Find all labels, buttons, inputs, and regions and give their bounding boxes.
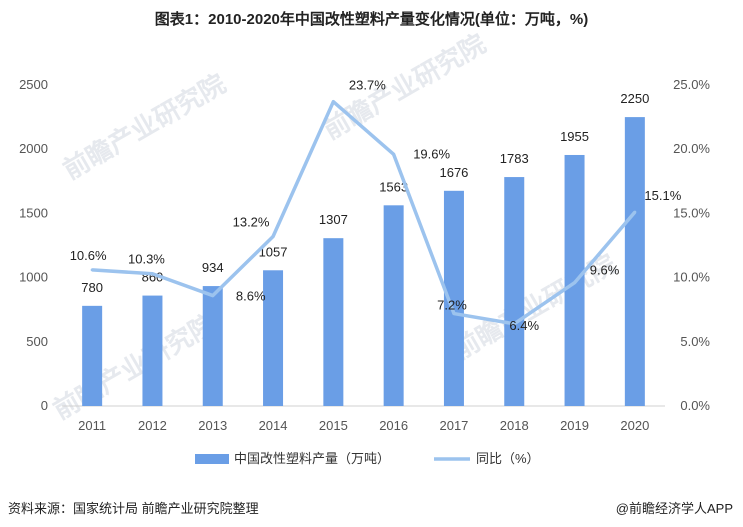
line-value-label: 15.1%: [644, 188, 681, 203]
line-value-label: 23.7%: [349, 78, 386, 93]
line-value-label: 13.2%: [233, 215, 270, 230]
x-tick-label: 2014: [259, 418, 288, 433]
left-tick-label: 0: [41, 398, 48, 413]
x-axis: 2011 2012 2013 2014 2015 2016 2017 2018 2019 2020: [62, 405, 665, 433]
x-tick-label: 2018: [500, 418, 529, 433]
line-series: [90, 99, 637, 326]
chart-title: 图表1：2010-2020年中国改性塑料产量变化情况(单位：万吨，%): [154, 11, 589, 28]
bar-value-label: 1057: [259, 244, 288, 259]
bar-value-label: 1563: [379, 179, 408, 194]
line-point: [271, 235, 275, 239]
line-point: [211, 294, 215, 298]
bar: [383, 205, 404, 406]
bar-series: [82, 117, 645, 406]
line-path: [92, 99, 637, 326]
line-value-label: 19.6%: [413, 146, 450, 161]
right-y-axis: 0.0% 5.0% 10.0% 15.0% 20.0% 25.0%: [673, 77, 710, 413]
line-point: [392, 152, 396, 156]
line-value-label: 8.6%: [236, 289, 266, 304]
legend-bar-swatch: [195, 454, 229, 464]
right-tick-label: 20.0%: [673, 141, 710, 156]
bar-value-label: 934: [202, 260, 224, 275]
bar-value-label: 2250: [620, 91, 649, 106]
line-labels: 10.6% 10.3% 8.6% 13.2% 23.7% 19.6% 7.2% 6.4% 9.6…: [70, 78, 682, 333]
right-tick-label: 25.0%: [673, 77, 710, 92]
left-tick-label: 500: [26, 334, 48, 349]
x-tick-label: 2017: [439, 418, 468, 433]
watermark-text: 前瞻产业研究院: [318, 28, 491, 145]
left-tick-label: 2000: [19, 141, 48, 156]
x-tick-label: 2011: [78, 418, 106, 433]
x-tick-label: 2016: [379, 418, 408, 433]
bar: [624, 117, 645, 406]
source-note: 资料来源：国家统计局 前瞻产业研究院整理: [8, 501, 259, 516]
bar: [82, 305, 103, 406]
line-point: [573, 281, 577, 285]
x-tick-label: 2015: [319, 418, 348, 433]
watermark-text: 前瞻产业研究院: [48, 308, 221, 425]
bar-value-label: 1307: [319, 212, 348, 227]
right-tick-label: 0.0%: [680, 398, 710, 413]
left-tick-label: 1500: [19, 205, 48, 220]
legend-line-label: 同比（%）: [476, 451, 540, 466]
right-tick-label: 10.0%: [673, 270, 710, 285]
legend: 中国改性塑料产量（万吨） 同比（%）: [195, 451, 540, 466]
left-tick-label: 2500: [19, 77, 48, 92]
line-point: [512, 322, 516, 326]
x-tick-label: 2019: [560, 418, 589, 433]
line-point: [331, 100, 335, 104]
watermark-text: 前瞻产业研究院: [58, 68, 231, 185]
line-value-label: 7.2%: [437, 298, 467, 313]
x-tick-label: 2012: [138, 418, 167, 433]
bar: [202, 286, 223, 406]
line-value-label: 6.4%: [509, 318, 539, 333]
bar: [504, 177, 525, 406]
bar-value-label: 780: [81, 280, 103, 295]
left-tick-label: 1000: [19, 270, 48, 285]
bar: [263, 270, 284, 406]
bar-value-label: 1676: [439, 165, 468, 180]
bar: [443, 190, 464, 406]
line-point: [150, 272, 154, 276]
x-tick-label: 2020: [620, 418, 649, 433]
bar-value-label: 1783: [500, 151, 529, 166]
line-value-label: 10.3%: [128, 252, 165, 267]
x-tick-label: 2013: [198, 418, 227, 433]
bar: [323, 238, 344, 406]
legend-bar-label: 中国改性塑料产量（万吨）: [234, 451, 390, 466]
brand-credit: @前瞻经济学人APP: [615, 501, 733, 516]
bar: [142, 295, 163, 406]
bar-value-label: 1955: [560, 129, 589, 144]
right-tick-label: 5.0%: [680, 334, 710, 349]
line-value-label: 9.6%: [590, 263, 620, 278]
right-tick-label: 15.0%: [673, 205, 710, 220]
line-value-label: 10.6%: [70, 248, 107, 263]
left-y-axis: 0 500 1000 1500 2000 2500: [19, 77, 48, 413]
line-point: [452, 312, 456, 316]
line-point: [633, 210, 637, 214]
line-point: [90, 268, 94, 272]
